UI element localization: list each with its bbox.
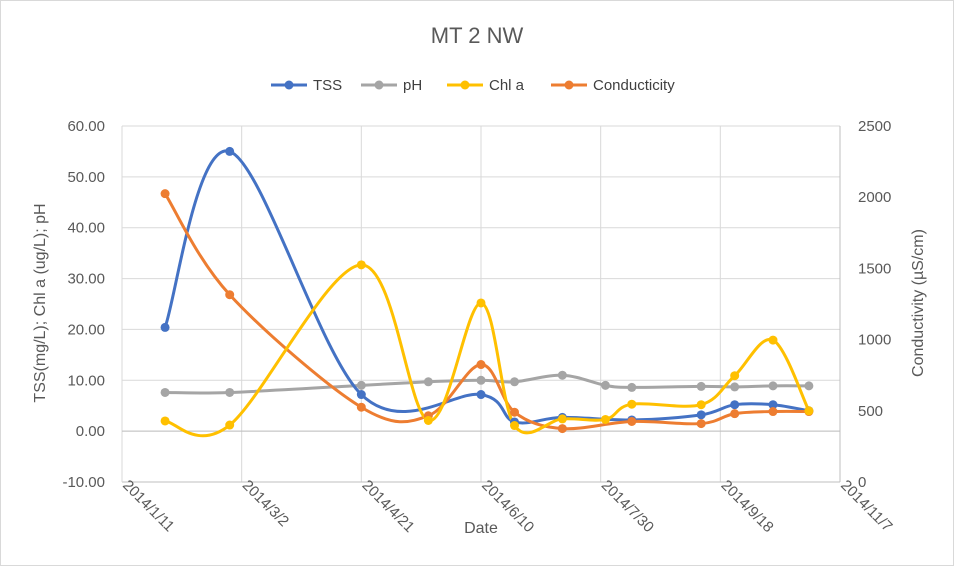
x-tick-label: 2014/3/2	[239, 477, 292, 530]
legend-marker-ph	[374, 80, 384, 90]
x-tick-label: 2014/4/21	[359, 477, 418, 536]
series-line-tss	[163, 149, 810, 425]
legend: TSS pH Chl a Conducticity	[271, 77, 675, 94]
data-point-ph	[557, 370, 567, 380]
data-point-ph	[627, 382, 637, 392]
data-point-ph	[356, 380, 366, 390]
data-point-chl-a	[557, 414, 567, 424]
legend-label-conducticity: Conducticity	[593, 77, 675, 94]
y-tick-label: 10.00	[67, 372, 105, 389]
y-tick-label: -10.00	[62, 474, 105, 491]
x-axis-tick-labels: 2014/1/11 2014/3/2 2014/4/21 2014/6/10 2014/…	[119, 477, 895, 536]
data-point-tss	[768, 400, 778, 410]
data-point-ph	[600, 380, 610, 390]
data-point-tss	[730, 400, 740, 410]
y-tick-label: 30.00	[67, 271, 105, 288]
data-point-ph	[510, 377, 520, 387]
y2-axis-title: Conductivity (µS/cm)	[910, 229, 927, 377]
data-point-tss	[225, 146, 235, 156]
y2-tick-label: 2500	[858, 118, 891, 135]
data-point-ph	[225, 387, 235, 397]
data-point-conducticity	[510, 407, 520, 417]
data-point-conducticity	[557, 424, 567, 434]
data-point-tss	[476, 390, 486, 400]
data-point-chl-a	[600, 414, 610, 424]
y2-tick-label: 1500	[858, 260, 891, 277]
series-lines	[163, 149, 811, 438]
data-point-ph	[160, 387, 170, 397]
legend-marker-conducticity	[564, 80, 574, 90]
data-point-chl-a	[696, 400, 706, 410]
data-point-ph	[804, 381, 814, 391]
data-point-ph	[476, 375, 486, 385]
y2-tick-label: 2000	[858, 189, 891, 206]
data-point-conducticity	[160, 189, 170, 199]
data-point-conducticity	[730, 409, 740, 419]
data-point-chl-a	[356, 260, 366, 270]
data-point-chl-a	[730, 371, 740, 381]
data-point-ph	[768, 381, 778, 391]
data-point-tss	[160, 322, 170, 332]
legend-label-chl-a: Chl a	[489, 77, 525, 94]
y-tick-label: 0.00	[76, 423, 105, 440]
series-line-chl-a	[164, 263, 811, 438]
legend-label-ph: pH	[403, 77, 422, 94]
data-point-chl-a	[160, 416, 170, 426]
data-point-conducticity	[768, 407, 778, 417]
data-point-conducticity	[225, 290, 235, 300]
y-tick-label: 20.00	[67, 321, 105, 338]
data-point-chl-a	[423, 415, 433, 425]
data-point-conducticity	[476, 360, 486, 370]
axes	[121, 126, 841, 483]
x-tick-label: 2014/9/18	[718, 477, 777, 536]
x-tick-label: 2014/1/11	[119, 477, 177, 535]
data-point-chl-a	[225, 420, 235, 430]
data-point-conducticity	[696, 419, 706, 429]
y2-tick-label: 500	[858, 403, 883, 420]
data-point-conducticity	[356, 402, 366, 412]
y2-axis-tick-labels: 2500 2000 1500 1000 500 0	[858, 118, 891, 491]
data-point-ph	[730, 382, 740, 392]
y-tick-label: 40.00	[67, 220, 105, 237]
legend-marker-chl-a	[460, 80, 470, 90]
legend-label-tss: TSS	[313, 77, 342, 94]
data-point-tss	[356, 390, 366, 400]
y2-tick-label: 0	[858, 474, 866, 491]
data-point-chl-a	[627, 399, 637, 409]
y-tick-label: 50.00	[67, 169, 105, 186]
data-point-tss	[696, 410, 706, 420]
y2-tick-label: 1000	[858, 332, 891, 349]
y-axis-title: TSS(mg/L); Chl a (ug/L); pH	[32, 203, 49, 402]
x-axis-title: Date	[464, 520, 498, 537]
data-point-ph	[423, 377, 433, 387]
data-point-chl-a	[510, 421, 520, 431]
data-point-conducticity	[627, 416, 637, 426]
data-point-chl-a	[476, 298, 486, 308]
y-tick-label: 60.00	[67, 118, 105, 135]
data-point-chl-a	[804, 406, 814, 416]
legend-marker-tss	[284, 80, 294, 90]
chart-title: MT 2 NW	[431, 23, 524, 48]
data-point-ph	[696, 381, 706, 391]
x-tick-label: 2014/7/30	[598, 477, 657, 536]
data-point-chl-a	[768, 335, 778, 345]
series-points	[160, 146, 814, 434]
y-axis-tick-labels: 60.00 50.00 40.00 30.00 20.00 10.00 0.00 -10.00	[62, 118, 105, 491]
x-tick-label: 2014/11/7	[837, 477, 895, 535]
